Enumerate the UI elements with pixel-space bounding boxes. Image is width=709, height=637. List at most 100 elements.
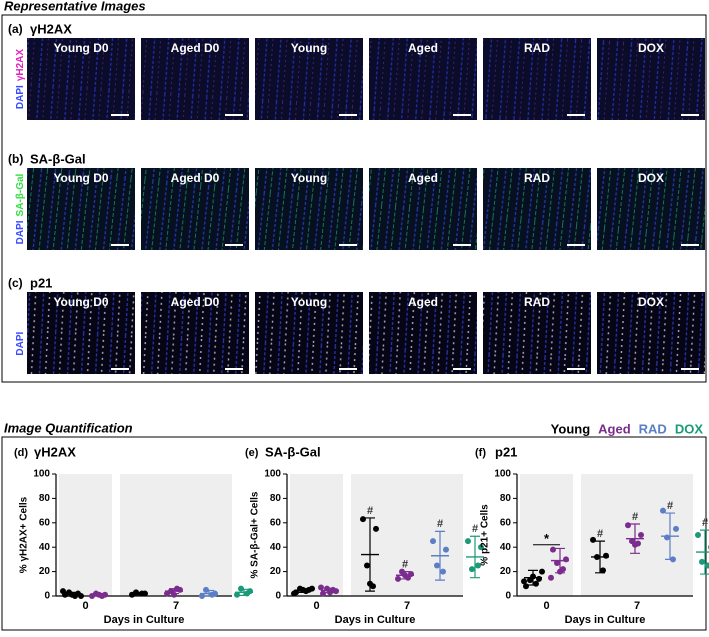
data-point (318, 584, 324, 591)
x-axis-label: Days in Culture (565, 614, 646, 626)
data-point (209, 591, 215, 598)
micrograph (483, 38, 591, 120)
panel-label: RAD (524, 41, 550, 55)
micrograph (255, 38, 363, 120)
panel-label: Young D0 (53, 41, 108, 55)
data-point (395, 575, 401, 582)
x-axis-label: Days in Culture (335, 614, 416, 626)
group-background (120, 474, 232, 596)
section-title: Image Quantification (4, 420, 133, 435)
y-axis-label: % SA-β-Gal+ Cells (250, 491, 261, 578)
x-axis-label: Days in Culture (104, 614, 185, 626)
stain-name: γH2AX (15, 49, 26, 82)
x-tick-label: 0 (82, 600, 88, 612)
micrograph (141, 38, 249, 120)
chart-title: SA-β-Gal (265, 444, 321, 459)
panel-label: Aged (408, 295, 438, 309)
data-point (563, 556, 569, 563)
panel-label: Young (291, 41, 327, 55)
data-point (469, 566, 475, 573)
data-point (603, 552, 609, 559)
panel-label: DOX (638, 41, 664, 55)
data-point (533, 580, 539, 587)
error-bar (298, 588, 308, 593)
micrograph (483, 292, 591, 374)
error-bar (169, 588, 179, 595)
data-point (434, 562, 440, 569)
data-point (550, 546, 556, 553)
data-point (638, 532, 644, 538)
data-point (320, 590, 326, 597)
x-tick-label: 7 (634, 600, 640, 612)
stain-label: DAPI γH2AX (15, 49, 26, 109)
row-name: SA-β-Gal (30, 151, 86, 166)
annotation: # (402, 559, 408, 571)
micrograph (597, 38, 705, 120)
panel-label: DOX (638, 171, 664, 185)
data-point (478, 544, 484, 551)
y-tick-label: 60 (500, 517, 512, 528)
y-tick-label: 100 (264, 469, 281, 480)
data-point (554, 560, 560, 567)
error-bar (134, 591, 144, 596)
panel-label: Young (291, 295, 327, 309)
stain-name: DAPI (15, 85, 26, 109)
error-bar (400, 571, 410, 580)
data-point (523, 583, 529, 590)
panel-label: RAD (524, 171, 550, 185)
error-bar (665, 512, 675, 560)
legend-entry: DOX (675, 421, 704, 436)
y-axis-label: % γH2AX+ Cells (19, 496, 30, 573)
panel-label: Aged (408, 41, 438, 55)
x-tick-label: 7 (404, 600, 410, 612)
y-tick-label: 40 (500, 542, 512, 553)
y-tick-label: 80 (270, 493, 282, 504)
row-name: p21 (30, 275, 52, 290)
legend-entry: Young (551, 421, 591, 436)
annotation: # (632, 511, 638, 523)
data-point (364, 562, 370, 569)
y-tick-label: 40 (39, 542, 51, 553)
micrograph (369, 38, 477, 120)
data-point (664, 534, 670, 541)
panel-label: Aged (408, 171, 438, 185)
annotation: # (472, 523, 478, 535)
data-point (60, 588, 66, 595)
error-bar (365, 517, 375, 592)
data-point (600, 567, 606, 574)
panel-label: Aged D0 (171, 171, 220, 185)
stain-name: DAPI (15, 220, 26, 244)
error-bar (435, 530, 445, 581)
data-point (291, 590, 297, 597)
data-point (234, 591, 240, 598)
micrograph (369, 292, 477, 374)
micrograph (141, 292, 249, 374)
chart-title: p21 (495, 444, 517, 459)
micrograph (483, 168, 591, 250)
micrograph (27, 292, 135, 374)
row-label: (a) (8, 22, 23, 36)
annotation: # (702, 517, 708, 529)
error-bar (67, 591, 77, 597)
y-tick-label: 80 (500, 493, 512, 504)
y-tick-label: 0 (275, 591, 281, 602)
annotation: # (597, 528, 603, 540)
y-tick-label: 0 (44, 591, 50, 602)
y-tick-label: 40 (270, 542, 282, 553)
group-background (581, 474, 693, 596)
panel-label: Young D0 (53, 171, 108, 185)
stain-name: SA-β-Gal (15, 173, 26, 216)
panel-label: RAD (524, 295, 550, 309)
annotation: # (367, 505, 373, 517)
error-bar (239, 588, 249, 596)
chart-label: (d) (14, 447, 28, 459)
stain-name: DAPI (15, 331, 26, 355)
data-point (673, 525, 679, 532)
error-bar (325, 587, 335, 594)
data-point (705, 562, 709, 569)
micrograph (597, 292, 705, 374)
data-point (203, 586, 209, 593)
error-bar (528, 569, 538, 586)
data-point (539, 568, 545, 575)
x-tick-label: 7 (173, 600, 179, 612)
